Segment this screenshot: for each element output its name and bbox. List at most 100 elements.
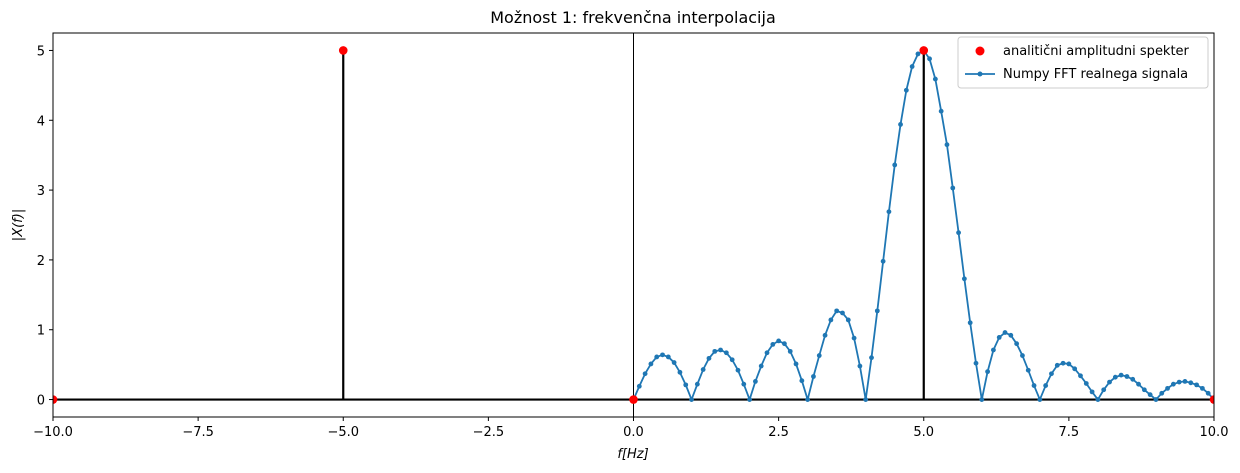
fft-point xyxy=(985,369,991,375)
fft-point xyxy=(996,335,1002,340)
fft-point xyxy=(880,258,886,264)
fft-point xyxy=(689,397,694,402)
stem-marker xyxy=(53,395,58,404)
fft-point xyxy=(764,350,770,356)
fft-point xyxy=(1054,362,1060,368)
fft-point xyxy=(1066,361,1072,367)
fft-point xyxy=(915,51,921,57)
fft-point xyxy=(1031,383,1037,388)
fft-point xyxy=(886,209,892,215)
fft-point xyxy=(770,341,776,347)
fft-point xyxy=(712,348,718,354)
fft-point xyxy=(654,354,660,360)
fft-point xyxy=(1153,397,1159,402)
x-axis-label: f[Hz] xyxy=(617,447,648,462)
y-tick-label: 2 xyxy=(37,254,45,269)
fft-point xyxy=(782,341,787,347)
fft-point xyxy=(1147,392,1153,398)
x-tick-label: 7.5 xyxy=(1059,425,1080,440)
fft-point xyxy=(892,162,898,168)
fft-point xyxy=(1165,385,1170,391)
x-tick-label: 10.0 xyxy=(1200,425,1229,440)
fft-point xyxy=(932,76,938,82)
fft-point xyxy=(671,360,677,365)
fft-point xyxy=(1049,371,1054,377)
fft-point xyxy=(799,378,805,384)
fft-point xyxy=(927,56,932,62)
fft-point xyxy=(729,357,735,363)
fft-point xyxy=(793,361,799,367)
fft-point xyxy=(648,361,654,367)
fft-point xyxy=(1170,381,1176,387)
fft-point xyxy=(1002,330,1008,335)
fft-point xyxy=(700,367,706,372)
fft-point xyxy=(979,397,985,402)
fft-point xyxy=(1118,372,1124,378)
fft-point xyxy=(1194,382,1199,388)
fft-point xyxy=(1078,373,1083,379)
fft-point xyxy=(869,355,874,361)
fft-point xyxy=(1205,390,1211,396)
fft-point xyxy=(642,371,648,377)
y-tick-label: 4 xyxy=(37,114,45,129)
fft-point xyxy=(677,369,683,375)
y-tick-label: 0 xyxy=(37,394,45,409)
x-tick-label: −5.0 xyxy=(327,425,359,440)
fft-point xyxy=(1014,341,1020,347)
fft-point xyxy=(1182,378,1188,384)
fft-point xyxy=(1107,379,1112,385)
legend-label-analytic: analitični amplitudni spekter xyxy=(1003,44,1190,59)
fft-point xyxy=(816,353,822,358)
legend: analitični amplitudni spekter Numpy FFT … xyxy=(957,36,1209,89)
fft-point xyxy=(753,378,758,384)
fft-point xyxy=(973,360,979,366)
fft-point xyxy=(991,347,996,353)
legend-label-fft: Numpy FFT realnega signala xyxy=(1003,67,1188,82)
y-tick-label: 1 xyxy=(37,324,45,339)
fft-point xyxy=(1141,387,1147,393)
fft-point xyxy=(967,320,973,326)
plot-content xyxy=(53,33,1214,417)
fft-point xyxy=(1095,397,1101,402)
fft-point xyxy=(1008,332,1014,338)
fft-point xyxy=(1124,374,1130,379)
fft-point xyxy=(956,230,961,236)
fft-point xyxy=(636,383,642,389)
fft-point xyxy=(1025,367,1031,373)
fft-point xyxy=(898,122,903,127)
fft-point xyxy=(665,354,671,360)
legend-marker-fft xyxy=(977,71,983,77)
legend-marker-analytic xyxy=(975,46,985,56)
fft-point xyxy=(1072,366,1078,372)
fft-point xyxy=(683,382,689,388)
stem-marker xyxy=(1209,395,1214,404)
fft-point xyxy=(1037,397,1043,402)
fft-point xyxy=(822,332,828,338)
fft-point xyxy=(723,350,729,356)
fft-point xyxy=(811,374,816,379)
fft-point xyxy=(857,363,863,369)
x-tick-label: 0.0 xyxy=(623,425,644,440)
legend-box xyxy=(957,36,1209,89)
fft-point xyxy=(660,352,665,358)
fft-point xyxy=(961,276,967,282)
fft-point xyxy=(1159,390,1165,396)
fft-point xyxy=(1089,389,1095,395)
fft-point xyxy=(1176,379,1182,385)
x-tick-label: −10.0 xyxy=(33,425,73,440)
chart-title: Možnost 1: frekvenčna interpolacija xyxy=(490,8,776,27)
fft-point xyxy=(694,381,700,387)
x-tick-label: 5.0 xyxy=(913,425,934,440)
fft-point xyxy=(706,355,712,361)
fft-point xyxy=(758,363,764,369)
fft-point xyxy=(863,397,869,402)
fft-point xyxy=(828,317,834,323)
x-tick-label: 2.5 xyxy=(768,425,789,440)
fft-point xyxy=(718,347,723,353)
fft-point xyxy=(938,108,944,114)
fft-point xyxy=(741,381,747,387)
fft-point xyxy=(1188,380,1194,386)
stem-marker xyxy=(338,46,348,55)
fft-point xyxy=(944,142,950,148)
